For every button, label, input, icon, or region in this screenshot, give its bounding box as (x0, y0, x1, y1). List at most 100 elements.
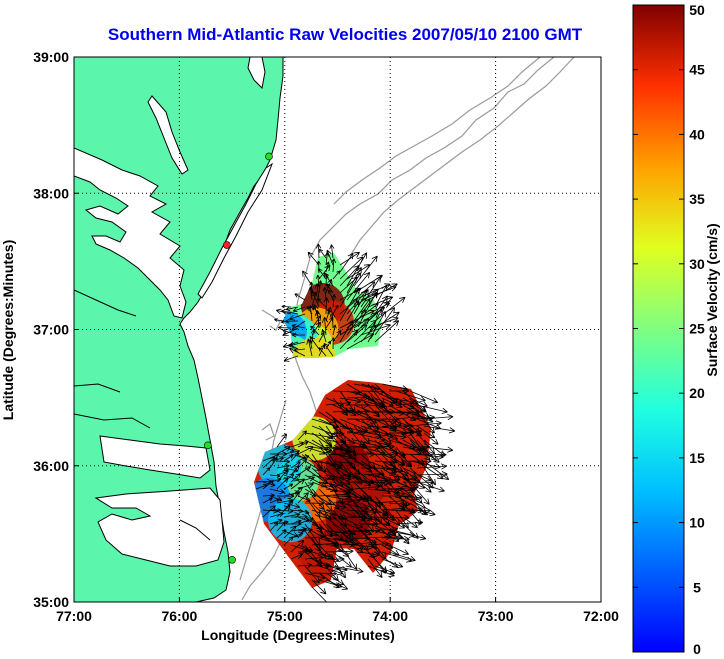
radar-station-marker (228, 555, 236, 564)
velocity-arrow (281, 304, 292, 309)
colorbar-tick-label: 25 (689, 321, 705, 337)
velocity-arrow (374, 311, 400, 329)
colorbar-tick-label: 40 (689, 126, 705, 142)
velocity-arrow (290, 473, 301, 483)
velocity-arrow (325, 502, 347, 510)
velocity-arrow (381, 432, 407, 440)
velocity-arrow (262, 505, 276, 518)
velocity-arrow (409, 481, 430, 505)
velocity-arrow (346, 271, 371, 301)
velocity-arrow (304, 565, 320, 584)
radar-station-marker (223, 241, 231, 249)
velocity-arrow (353, 255, 378, 287)
velocity-arrow (409, 507, 431, 514)
velocity-arrow (388, 535, 410, 543)
velocity-arrow (381, 558, 404, 568)
velocity-arrow (367, 509, 389, 517)
velocity-arrow (346, 309, 366, 336)
velocity-arrow (283, 454, 294, 462)
velocity-arrow (318, 432, 333, 448)
velocity-arrow (331, 337, 336, 350)
velocity-arrow (339, 439, 357, 457)
velocity-arrow (318, 347, 327, 357)
velocity-arrow (423, 425, 456, 434)
velocity-arrow (339, 288, 360, 322)
velocity-arrow (311, 562, 331, 569)
colorbar-tick-label: 35 (689, 191, 705, 207)
velocity-arrow (283, 502, 301, 509)
velocity-arrow (297, 562, 313, 568)
y-tick-label: 38:00 (33, 185, 69, 201)
velocity-arrow (367, 526, 398, 533)
velocity-arrow (290, 478, 305, 490)
colorbar-tick-label: 50 (689, 2, 705, 18)
velocity-arrow (374, 295, 388, 315)
velocity-arrow (409, 443, 430, 450)
velocity-arrow (276, 446, 291, 455)
velocity-arrow (423, 460, 450, 481)
velocity-arrow (402, 495, 426, 509)
velocity-arrow (331, 293, 337, 308)
velocity-arrow (332, 304, 339, 315)
velocity-arrow (395, 484, 419, 491)
radar-station-marker (204, 441, 212, 450)
velocity-arrow (269, 457, 278, 469)
velocity-arrow (276, 521, 286, 532)
velocity-arrow (388, 514, 410, 521)
velocity-arrow (262, 480, 274, 490)
velocity-arrow (307, 251, 320, 266)
velocity-arrow (297, 527, 305, 539)
velocity-arrow (339, 544, 358, 571)
velocity-arrow (323, 272, 334, 287)
velocity-arrow (323, 342, 334, 357)
velocity-arrow (311, 586, 328, 602)
velocity-arrow (409, 390, 439, 404)
velocity-arrow (332, 565, 364, 574)
velocity-arrow (290, 452, 300, 462)
velocity-arrow (304, 500, 325, 507)
velocity-arrow (297, 475, 315, 483)
velocity-arrow (416, 509, 436, 517)
velocity-arrow (283, 525, 297, 539)
velocity-arrow (276, 459, 290, 465)
colorbar-tick-label: 20 (689, 385, 705, 401)
velocity-arrow (289, 347, 306, 357)
velocity-arrow (388, 551, 416, 562)
velocity-arrow (311, 488, 333, 512)
velocity-arrow (353, 289, 369, 315)
colorbar-tick-label: 0 (693, 641, 701, 657)
velocity-arrow (388, 387, 410, 395)
velocity-arrow (308, 286, 314, 301)
colorbar-gradient (632, 4, 685, 653)
velocity-arrow (360, 276, 382, 308)
velocity-arrow (395, 390, 426, 402)
colorbar: 0 5 10 15 20 25 30 35 40 45 50 Surface Velocity (c… (632, 2, 720, 657)
velocity-arrow (327, 289, 334, 301)
velocity-arrow (367, 309, 383, 336)
colorbar-tick-label: 5 (693, 579, 701, 595)
velocity-arrow (409, 474, 432, 493)
x-tick-label: 74:00 (372, 608, 408, 624)
velocity-arrow (311, 290, 320, 308)
velocity-arrow (318, 565, 344, 576)
velocity-arrow (325, 548, 354, 555)
velocity-arrow (297, 527, 313, 533)
y-tick-label: 35:00 (33, 594, 69, 610)
velocity-arrow (318, 264, 331, 280)
y-tick-label: 37:00 (33, 322, 69, 338)
velocity-arrow (331, 258, 337, 273)
velocity-arrow (423, 451, 447, 458)
velocity-arrow (423, 413, 454, 421)
colorbar-tick-label: 10 (689, 515, 705, 531)
velocity-arrow (318, 451, 347, 458)
velocity-arrow (311, 579, 327, 595)
chart-title: Southern Mid-Atlantic Raw Velocities 200… (108, 25, 583, 44)
velocity-arrow (269, 488, 285, 495)
velocity-arrow (306, 338, 313, 357)
bay-upper-chesapeake (147, 95, 189, 175)
velocity-arrow (276, 468, 289, 483)
velocity-arrow (423, 446, 454, 453)
velocity-arrow (388, 544, 409, 555)
y-tick-label: 39:00 (33, 49, 69, 65)
velocity-arrow (395, 519, 424, 526)
